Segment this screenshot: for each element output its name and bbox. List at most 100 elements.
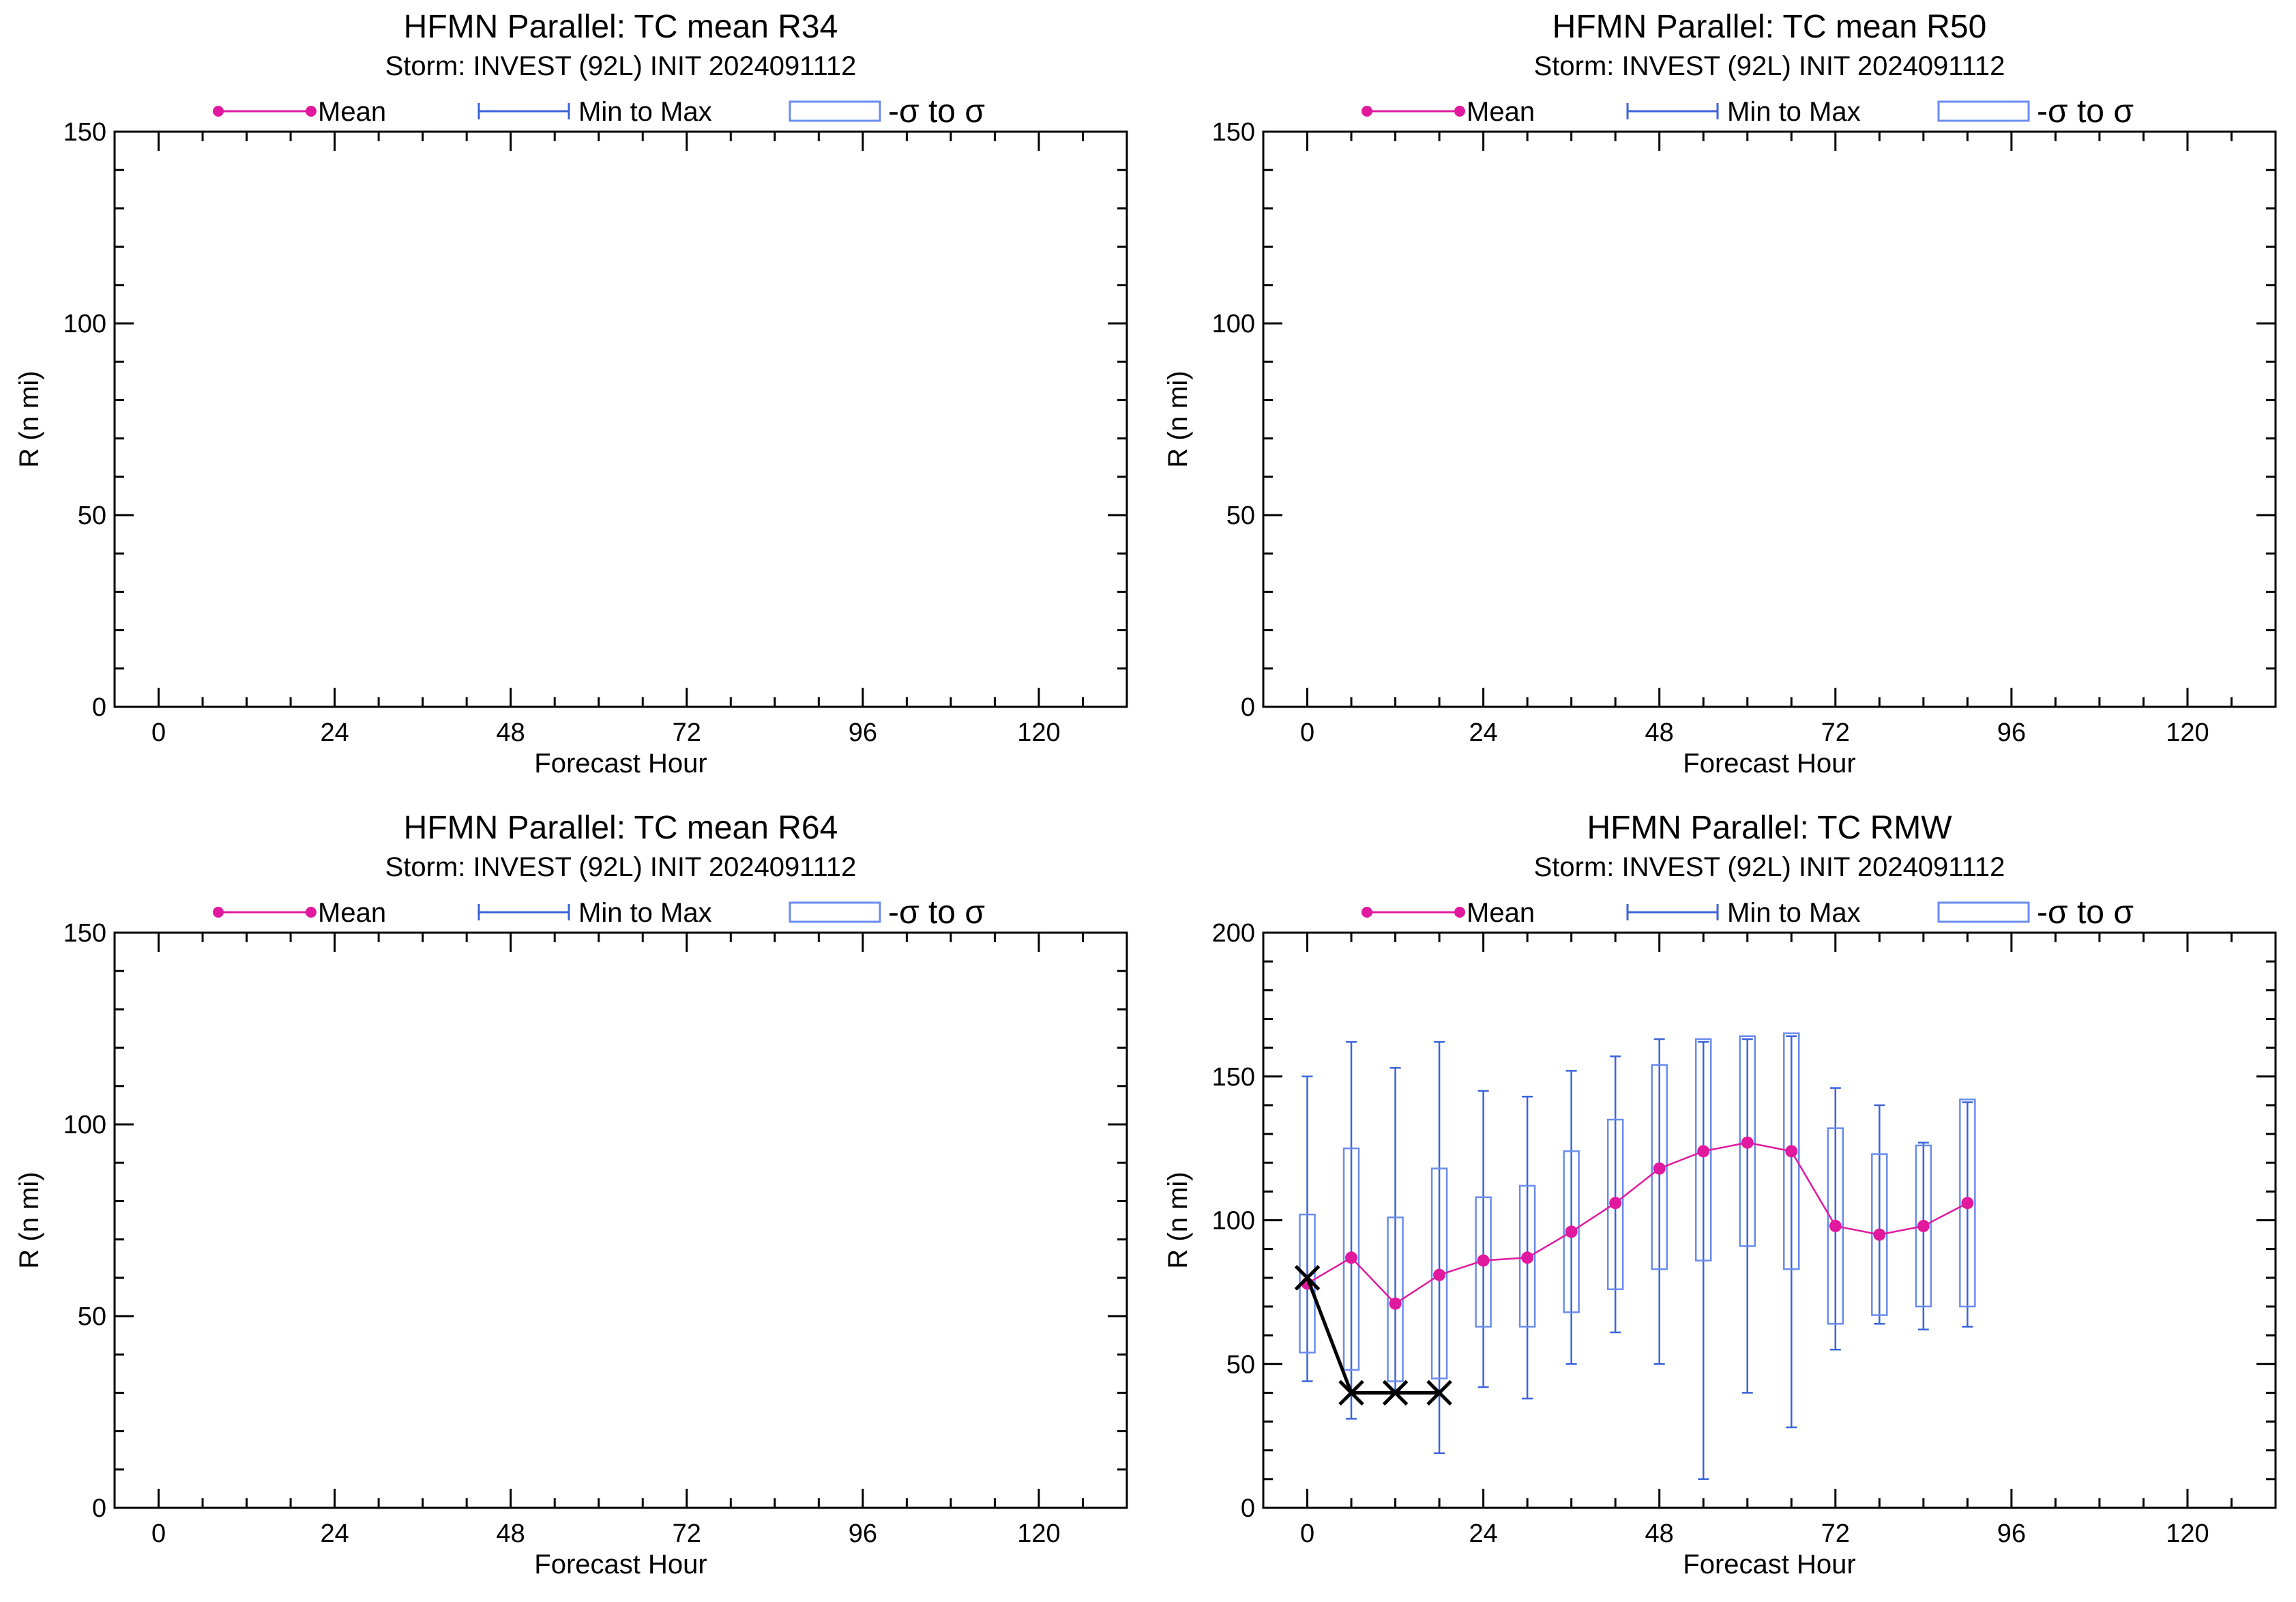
sigma-box (1518, 1184, 1536, 1328)
sigma-box (1651, 1064, 1668, 1270)
axis-ticks: 0 50 100 150 0 24 48 72 96 120 (1212, 118, 2277, 747)
legend-sigma-label: -σ to σ (2037, 894, 2134, 931)
sigma-box (1959, 1098, 1976, 1308)
mean-point (1785, 1145, 1798, 1158)
legend-mean-swatch (1362, 106, 1465, 117)
legend-range-label: Min to Max (1727, 898, 1861, 928)
legend-mean-label: Mean (1467, 898, 1535, 928)
x-tick-label: 96 (849, 718, 877, 747)
legend-range-swatch (1626, 904, 1719, 920)
y-tick-label: 150 (1212, 118, 1255, 147)
y-tick-label: 50 (1226, 1350, 1255, 1379)
chart-subtitle: Storm: INVEST (92L) INIT 2024091112 (1534, 852, 2005, 882)
observed-marker-stroke (1294, 1265, 1321, 1291)
legend-range-swatch (477, 904, 570, 920)
sigma-box (1342, 1147, 1360, 1371)
observed-marker-stroke (1426, 1380, 1452, 1406)
mean-point (1961, 1197, 1974, 1210)
plot-frame (113, 130, 1128, 708)
x-tick-label: 24 (1469, 1519, 1497, 1548)
chart-subtitle: Storm: INVEST (92L) INIT 2024091112 (385, 852, 857, 882)
y-tick-label: 100 (1212, 310, 1255, 338)
x-tick-label: 0 (151, 1519, 166, 1548)
y-tick-label: 150 (63, 118, 106, 147)
observed-marker-stroke (1338, 1380, 1364, 1406)
legend-sigma-swatch (1937, 901, 2030, 923)
x-tick-label: 72 (673, 718, 701, 747)
sigma-box (1430, 1167, 1448, 1380)
legend-sigma-swatch (1937, 100, 2030, 122)
mean-point (1477, 1254, 1490, 1267)
legend-sigma-swatch (789, 100, 881, 122)
legend-sigma-label: -σ to σ (888, 894, 985, 931)
x-tick-label: 120 (2166, 1519, 2209, 1548)
legend: Mean Min to Max -σ to σ (1362, 93, 2134, 130)
mean-point (1433, 1268, 1446, 1281)
y-axis-label: R (n mi) (1163, 370, 1193, 467)
legend-sigma-label: -σ to σ (888, 93, 985, 130)
chart-title: HFMN Parallel: TC mean R34 (404, 9, 838, 45)
y-tick-label: 0 (92, 693, 106, 722)
x-tick-label: 72 (673, 1519, 701, 1548)
x-tick-label: 24 (320, 718, 349, 747)
legend-mean-dot (306, 106, 317, 117)
sigma-box (1827, 1127, 1844, 1325)
y-axis-label: R (n mi) (14, 370, 44, 467)
observed-marker (1382, 1380, 1409, 1406)
legend-range-swatch (477, 103, 570, 119)
axis-ticks: 0 50 100 150 200 0 24 48 72 96 120 (1212, 919, 2277, 1548)
mean-line (1306, 1141, 1968, 1305)
y-axis-label: R (n mi) (14, 1171, 44, 1268)
observed-marker (1338, 1380, 1364, 1406)
chart-title: HFMN Parallel: TC mean R50 (1552, 9, 1987, 45)
plot-frame (1262, 130, 2277, 708)
y-tick-label: 100 (1212, 1207, 1255, 1236)
x-axis-label: Forecast Hour (1683, 748, 1855, 778)
mean-point (1389, 1297, 1402, 1310)
chart-subtitle: Storm: INVEST (92L) INIT 2024091112 (1534, 51, 2005, 81)
x-axis-label: Forecast Hour (534, 1549, 707, 1579)
legend: Mean Min to Max -σ to σ (1362, 894, 2134, 931)
sigma-box (1475, 1196, 1492, 1328)
x-axis-label: Forecast Hour (534, 748, 707, 778)
y-tick-label: 100 (63, 310, 106, 338)
legend-mean-dot (1454, 907, 1465, 918)
observed-marker (1426, 1380, 1452, 1406)
legend: Mean Min to Max -σ to σ (213, 93, 985, 130)
legend-range-swatch (1626, 103, 1719, 119)
y-tick-label: 0 (1241, 693, 1255, 722)
legend-sigma-box (1937, 901, 2030, 923)
y-tick-label: 200 (1212, 919, 1255, 948)
mean-point (1521, 1251, 1534, 1264)
sigma-box (1783, 1032, 1800, 1270)
x-axis-label: Forecast Hour (1683, 1549, 1855, 1579)
chart-subtitle: Storm: INVEST (92L) INIT 2024091112 (385, 51, 857, 81)
legend-sigma-label: -σ to σ (2037, 93, 2134, 130)
x-tick-label: 120 (1017, 1519, 1060, 1548)
mean-point (1565, 1225, 1578, 1238)
panel-rmw: HFMN Parallel: TC RMW Storm: INVEST (92L… (1163, 810, 2277, 1579)
x-tick-label: 24 (320, 1519, 349, 1548)
legend-mean-label: Mean (318, 97, 386, 127)
x-tick-label: 48 (497, 718, 525, 747)
x-tick-label: 96 (1997, 718, 2026, 747)
x-tick-label: 0 (1300, 718, 1314, 747)
y-tick-label: 0 (1241, 1494, 1255, 1523)
plot-frame (1262, 931, 2277, 1509)
legend-mean-swatch (213, 106, 317, 117)
mean-point (1345, 1251, 1358, 1264)
y-axis-label: R (n mi) (1163, 1171, 1193, 1268)
legend-mean-dot (1454, 106, 1465, 117)
legend-sigma-swatch (789, 901, 881, 923)
legend-range-label: Min to Max (578, 898, 712, 928)
x-tick-label: 48 (1645, 1519, 1674, 1548)
legend: Mean Min to Max -σ to σ (213, 894, 985, 931)
x-tick-label: 96 (1997, 1519, 2026, 1548)
observed-marker-stroke (1382, 1380, 1409, 1406)
mean-point (1741, 1136, 1754, 1149)
mean-point (1829, 1219, 1842, 1232)
legend-mean-dot (306, 907, 317, 918)
panel-r50: HFMN Parallel: TC mean R50 Storm: INVEST… (1163, 9, 2277, 778)
y-tick-label: 50 (78, 1302, 106, 1331)
